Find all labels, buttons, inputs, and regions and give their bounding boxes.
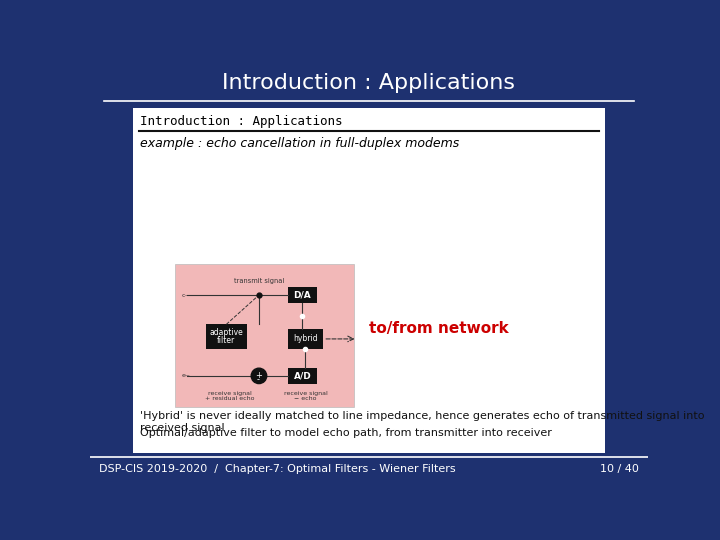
Text: transmit signal: transmit signal xyxy=(234,278,284,284)
Text: 'Hybrid' is never ideally matched to line impedance, hence generates echo of tra: 'Hybrid' is never ideally matched to lin… xyxy=(140,411,705,433)
Text: +: + xyxy=(256,370,262,380)
Text: example : echo cancellation in full-duplex modems: example : echo cancellation in full-dupl… xyxy=(140,137,459,150)
Bar xyxy=(175,264,354,407)
Text: to/from network: to/from network xyxy=(369,321,509,336)
Text: Introduction : Applications: Introduction : Applications xyxy=(222,72,516,92)
Text: e~: e~ xyxy=(181,373,191,379)
Text: receive signal
+ residual echo: receive signal + residual echo xyxy=(204,390,254,401)
Text: Introduction : Applications: Introduction : Applications xyxy=(140,115,343,129)
Bar xyxy=(287,329,323,349)
Text: filter: filter xyxy=(217,336,235,345)
Circle shape xyxy=(251,368,266,383)
Bar xyxy=(132,108,606,453)
Bar xyxy=(206,325,246,349)
Bar xyxy=(287,287,317,303)
Text: receive signal
− echo: receive signal − echo xyxy=(284,390,328,401)
Text: 10 / 40: 10 / 40 xyxy=(600,464,639,474)
Text: Optimal/adaptive filter to model echo path, from transmitter into receiver: Optimal/adaptive filter to model echo pa… xyxy=(140,428,552,438)
Text: -: - xyxy=(256,375,260,384)
Bar xyxy=(287,368,317,383)
Text: DSP-CIS 2019-2020  /  Chapter-7: Optimal Filters - Wiener Filters: DSP-CIS 2019-2020 / Chapter-7: Optimal F… xyxy=(99,464,456,474)
Text: adaptive: adaptive xyxy=(210,328,243,338)
Text: D/A: D/A xyxy=(294,291,311,300)
Bar xyxy=(90,65,648,100)
Text: A/D: A/D xyxy=(294,372,311,380)
Text: c~: c~ xyxy=(181,293,190,298)
Text: hybrid: hybrid xyxy=(293,334,318,343)
